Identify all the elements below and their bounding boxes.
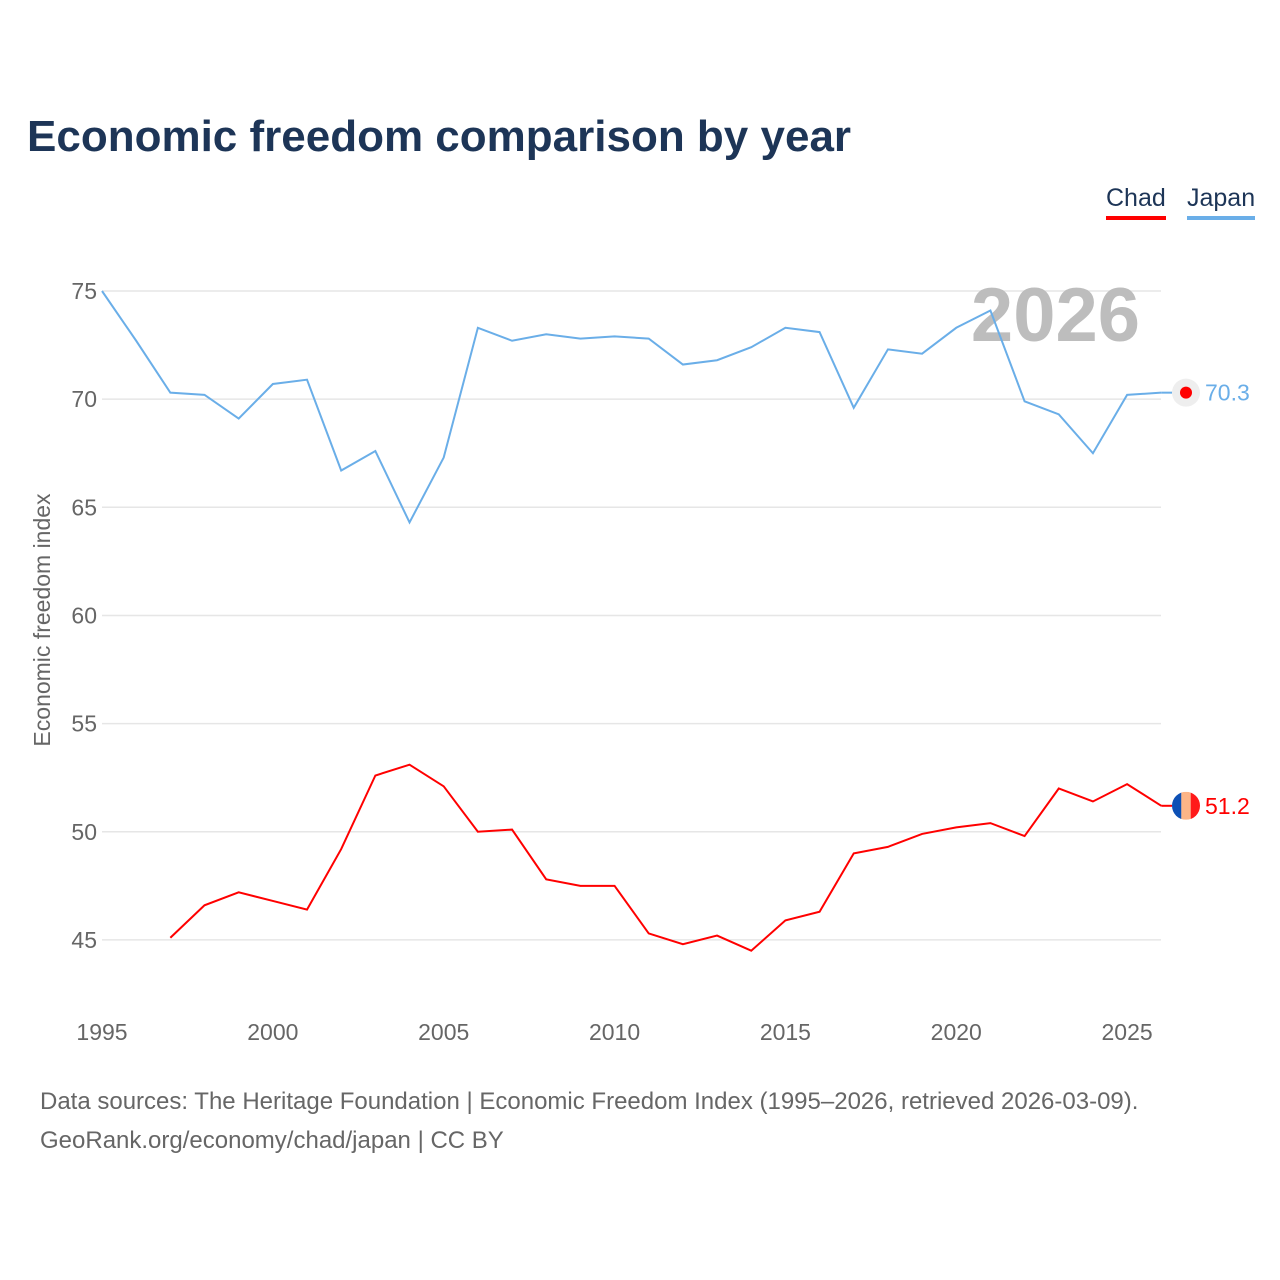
y-tick-label: 75 [71,278,97,304]
x-tick-label: 2025 [1102,1019,1153,1045]
year-watermark: 2026 [971,273,1140,358]
y-tick-label: 55 [71,711,97,737]
x-tick-label: 1995 [76,1019,127,1045]
flag-stripe [1181,791,1191,820]
end-value-label-chad: 51.2 [1205,793,1250,819]
x-tick-label: 2020 [931,1019,982,1045]
y-axis-label: Economic freedom index [29,493,55,747]
line-chart: 2026 51.2 70.3 45 50 55 60 65 70 75 1995 2000 2005… [29,273,1250,1045]
flag-stripe [1190,791,1200,820]
legend-japan[interactable]: Japan [1187,184,1256,220]
end-value-label-japan: 70.3 [1205,380,1250,406]
x-tick-label: 2010 [589,1019,640,1045]
footer-link[interactable]: GeoRank.org/economy/chad/japan | CC BY [40,1127,504,1154]
y-tick-label: 50 [71,819,97,845]
flag-stripe [1172,791,1182,820]
japan-flag-sun [1180,386,1192,399]
x-tick-label: 2005 [418,1019,469,1045]
y-tick-label: 60 [71,602,97,628]
y-tick-label: 65 [71,494,97,520]
series-line-japan[interactable] [101,290,1162,525]
chad-flag-icon [1172,791,1200,820]
chart-title: Economic freedom comparison by year [27,112,852,161]
series-line-chad[interactable] [169,763,1162,952]
y-tick-label: 70 [71,386,97,412]
x-tick-label: 2015 [760,1019,811,1045]
x-tick-label: 2000 [247,1019,298,1045]
legend-chad[interactable]: Chad [1106,184,1166,220]
footer-sources: Data sources: The Heritage Foundation | … [40,1088,1139,1115]
y-tick-label: 45 [71,927,97,953]
